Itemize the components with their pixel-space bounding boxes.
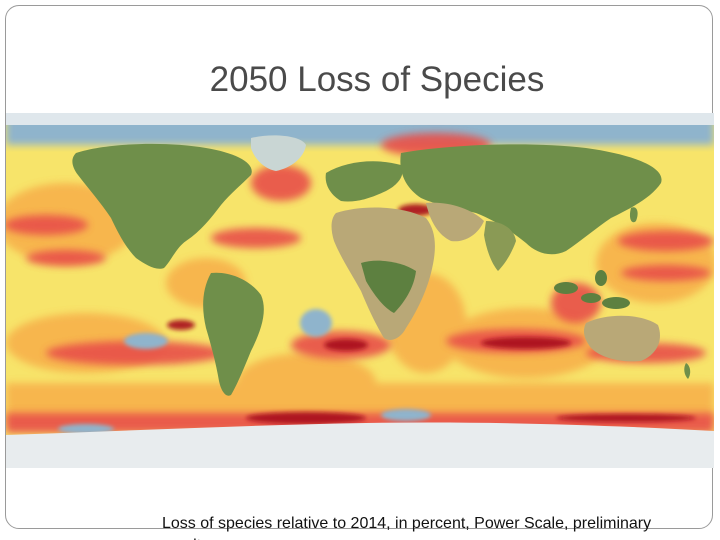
caption-clip: Loss of species relative to 2014, in per… [0, 505, 720, 540]
southeast-asia-islands [554, 270, 630, 309]
india [484, 221, 516, 271]
map-caption: Loss of species relative to 2014, in per… [162, 515, 652, 540]
arctic-ice [6, 113, 714, 125]
southern-no-data [58, 309, 431, 434]
europe [325, 161, 403, 202]
greenland [251, 135, 306, 171]
middle-east-desert [426, 202, 484, 242]
continents [72, 135, 691, 396]
north-america [72, 143, 252, 269]
antarctica [6, 422, 714, 468]
new-zealand [684, 363, 691, 379]
asia [400, 144, 662, 255]
central-africa [361, 260, 416, 313]
species-loss-map [6, 113, 714, 468]
slide-title: 2050 Loss of Species [209, 60, 545, 99]
south-america [203, 272, 264, 396]
extreme-loss-zones [167, 204, 696, 424]
australia [583, 315, 661, 362]
japan [629, 207, 638, 223]
